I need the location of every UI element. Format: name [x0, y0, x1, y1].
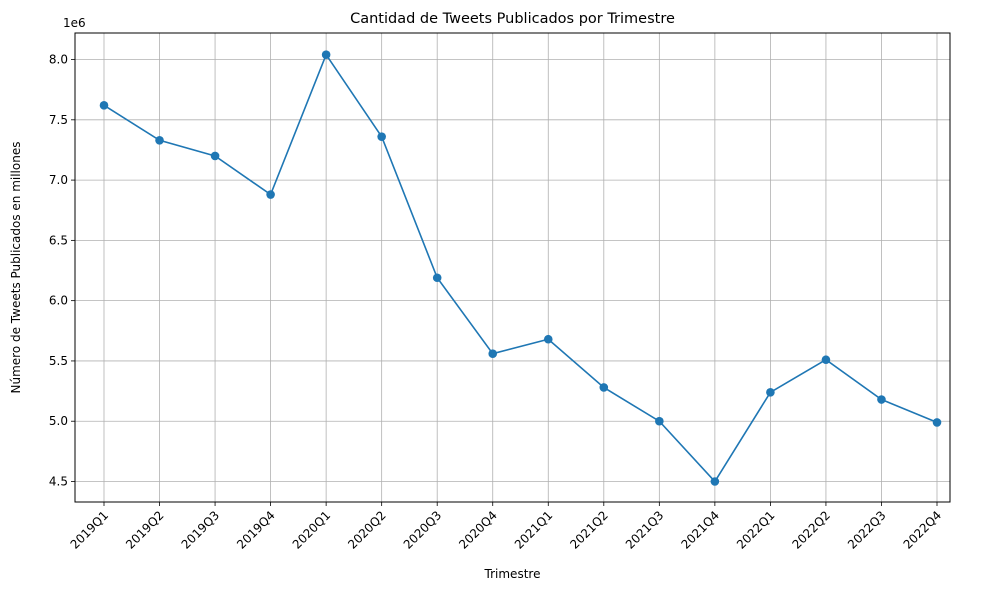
- series-layer: [99, 50, 942, 486]
- y-tick-label: 6.5: [49, 233, 68, 247]
- data-point: [543, 334, 553, 344]
- y-tick-label: 5.0: [49, 414, 68, 428]
- data-point: [377, 132, 386, 141]
- data-point: [488, 349, 498, 359]
- data-point: [321, 50, 331, 60]
- data-point: [655, 416, 664, 426]
- y-tick-label: 6.0: [49, 294, 68, 308]
- data-point: [766, 387, 775, 397]
- data-point: [877, 395, 886, 404]
- x-axis-label: Trimestre: [484, 567, 541, 581]
- data-point: [599, 383, 609, 392]
- series-line: [103, 53, 938, 483]
- y-axis-offset-label: 1e6: [63, 16, 86, 30]
- data-point: [155, 136, 164, 145]
- y-axis-ticks: 4.5 5.0 5.5 6.0 6.5 7.0 7.5 8.0: [49, 53, 75, 489]
- data-point: [210, 151, 220, 161]
- data-point: [266, 190, 275, 199]
- data-point: [99, 101, 109, 110]
- y-tick-label: 7.0: [49, 173, 68, 187]
- y-tick-label: 7.5: [49, 113, 68, 127]
- y-axis-label: Número de Tweets Publicados en millones: [9, 142, 23, 394]
- plot-area-frame: [74, 32, 951, 503]
- data-point: [432, 273, 442, 283]
- data-point: [710, 477, 720, 486]
- y-tick-label: 8.0: [49, 53, 68, 67]
- y-tick-label: 4.5: [49, 475, 68, 489]
- y-tick-label: 5.5: [49, 354, 68, 368]
- data-point: [821, 355, 831, 365]
- data-point: [932, 418, 942, 427]
- chart-title: Cantidad de Tweets Publicados por Trimes…: [350, 11, 675, 27]
